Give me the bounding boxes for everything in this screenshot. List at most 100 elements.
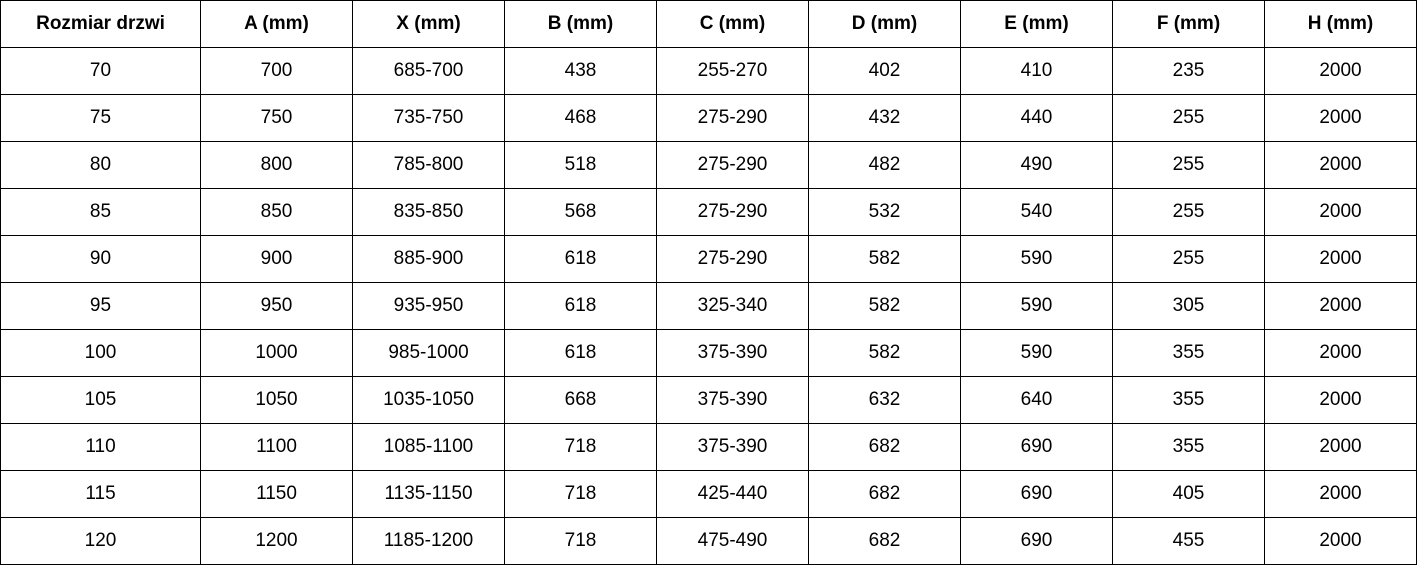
table-row: 95 950 935-950 618 325-340 582 590 305 2000 <box>0 282 1417 330</box>
table-cell: 80 <box>0 141 201 189</box>
table-cell: 582 <box>808 235 961 283</box>
table-row: 80 800 785-800 518 275-290 482 490 255 2000 <box>0 141 1417 189</box>
table-cell: 718 <box>504 517 657 565</box>
table-header: Rozmiar drzwi A (mm) X (mm) B (mm) C (mm) D (… <box>0 0 1417 48</box>
column-header: A (mm) <box>200 0 353 48</box>
table-cell: 410 <box>960 47 1113 95</box>
table-row: 105 1050 1035-1050 668 375-390 632 640 355 2000 <box>0 376 1417 424</box>
header-row: Rozmiar drzwi A (mm) X (mm) B (mm) C (mm) D (… <box>0 0 1417 48</box>
table-cell: 2000 <box>1264 282 1417 330</box>
table-cell: 690 <box>960 423 1113 471</box>
table-cell: 355 <box>1112 329 1265 377</box>
table-cell: 95 <box>0 282 201 330</box>
table-cell: 90 <box>0 235 201 283</box>
column-header: B (mm) <box>504 0 657 48</box>
table-cell: 255 <box>1112 94 1265 142</box>
table-cell: 75 <box>0 94 201 142</box>
table-cell: 1035-1050 <box>352 376 505 424</box>
table-cell: 432 <box>808 94 961 142</box>
table-row: 115 1150 1135-1150 718 425-440 682 690 405 2000 <box>0 470 1417 518</box>
table-cell: 2000 <box>1264 470 1417 518</box>
table-cell: 2000 <box>1264 376 1417 424</box>
table-cell: 275-290 <box>656 188 809 236</box>
table-cell: 305 <box>1112 282 1265 330</box>
table-cell: 255 <box>1112 141 1265 189</box>
column-header: C (mm) <box>656 0 809 48</box>
table-cell: 375-390 <box>656 329 809 377</box>
table-cell: 2000 <box>1264 423 1417 471</box>
table-cell: 568 <box>504 188 657 236</box>
table-cell: 405 <box>1112 470 1265 518</box>
table-cell: 590 <box>960 282 1113 330</box>
table-cell: 120 <box>0 517 201 565</box>
table-cell: 2000 <box>1264 47 1417 95</box>
table-cell: 475-490 <box>656 517 809 565</box>
table-cell: 110 <box>0 423 201 471</box>
table-cell: 255 <box>1112 235 1265 283</box>
table-cell: 275-290 <box>656 94 809 142</box>
table-cell: 640 <box>960 376 1113 424</box>
table-cell: 682 <box>808 423 961 471</box>
table-cell: 1000 <box>200 329 353 377</box>
door-dimensions-table: Rozmiar drzwi A (mm) X (mm) B (mm) C (mm) D (… <box>0 0 1417 565</box>
table-cell: 582 <box>808 329 961 377</box>
table-cell: 440 <box>960 94 1113 142</box>
table-cell: 950 <box>200 282 353 330</box>
table-body: 70 700 685-700 438 255-270 402 410 235 2000 75 750… <box>0 47 1417 565</box>
table-cell: 1085-1100 <box>352 423 505 471</box>
table-cell: 582 <box>808 282 961 330</box>
table-cell: 70 <box>0 47 201 95</box>
table-cell: 325-340 <box>656 282 809 330</box>
table-cell: 1135-1150 <box>352 470 505 518</box>
table-cell: 835-850 <box>352 188 505 236</box>
table-cell: 275-290 <box>656 235 809 283</box>
table-cell: 1150 <box>200 470 353 518</box>
table-cell: 255 <box>1112 188 1265 236</box>
table-cell: 618 <box>504 282 657 330</box>
table-cell: 490 <box>960 141 1113 189</box>
table-cell: 590 <box>960 235 1113 283</box>
column-header: X (mm) <box>352 0 505 48</box>
table-cell: 2000 <box>1264 94 1417 142</box>
table-row: 100 1000 985-1000 618 375-390 582 590 355 2000 <box>0 329 1417 377</box>
table-cell: 690 <box>960 517 1113 565</box>
column-header: Rozmiar drzwi <box>0 0 201 48</box>
table-cell: 718 <box>504 470 657 518</box>
table-cell: 1100 <box>200 423 353 471</box>
table-cell: 115 <box>0 470 201 518</box>
table-cell: 885-900 <box>352 235 505 283</box>
table-row: 85 850 835-850 568 275-290 532 540 255 2000 <box>0 188 1417 236</box>
table-cell: 375-390 <box>656 376 809 424</box>
table-cell: 750 <box>200 94 353 142</box>
table-cell: 105 <box>0 376 201 424</box>
table-cell: 255-270 <box>656 47 809 95</box>
table-cell: 355 <box>1112 423 1265 471</box>
table-row: 110 1100 1085-1100 718 375-390 682 690 355 2000 <box>0 423 1417 471</box>
table-row: 120 1200 1185-1200 718 475-490 682 690 455 2000 <box>0 517 1417 565</box>
table-cell: 518 <box>504 141 657 189</box>
column-header: F (mm) <box>1112 0 1265 48</box>
table-cell: 590 <box>960 329 1113 377</box>
table-cell: 455 <box>1112 517 1265 565</box>
table-cell: 532 <box>808 188 961 236</box>
table-cell: 482 <box>808 141 961 189</box>
table-row: 75 750 735-750 468 275-290 432 440 255 2000 <box>0 94 1417 142</box>
table-cell: 1185-1200 <box>352 517 505 565</box>
table-row: 70 700 685-700 438 255-270 402 410 235 2000 <box>0 47 1417 95</box>
table-cell: 850 <box>200 188 353 236</box>
table-cell: 800 <box>200 141 353 189</box>
table-cell: 1200 <box>200 517 353 565</box>
table-cell: 618 <box>504 329 657 377</box>
table-cell: 1050 <box>200 376 353 424</box>
table-cell: 402 <box>808 47 961 95</box>
table-cell: 682 <box>808 470 961 518</box>
table-cell: 275-290 <box>656 141 809 189</box>
table-cell: 632 <box>808 376 961 424</box>
table-cell: 900 <box>200 235 353 283</box>
table-cell: 985-1000 <box>352 329 505 377</box>
table-cell: 685-700 <box>352 47 505 95</box>
table-cell: 785-800 <box>352 141 505 189</box>
column-header: E (mm) <box>960 0 1113 48</box>
table-cell: 468 <box>504 94 657 142</box>
table-cell: 682 <box>808 517 961 565</box>
